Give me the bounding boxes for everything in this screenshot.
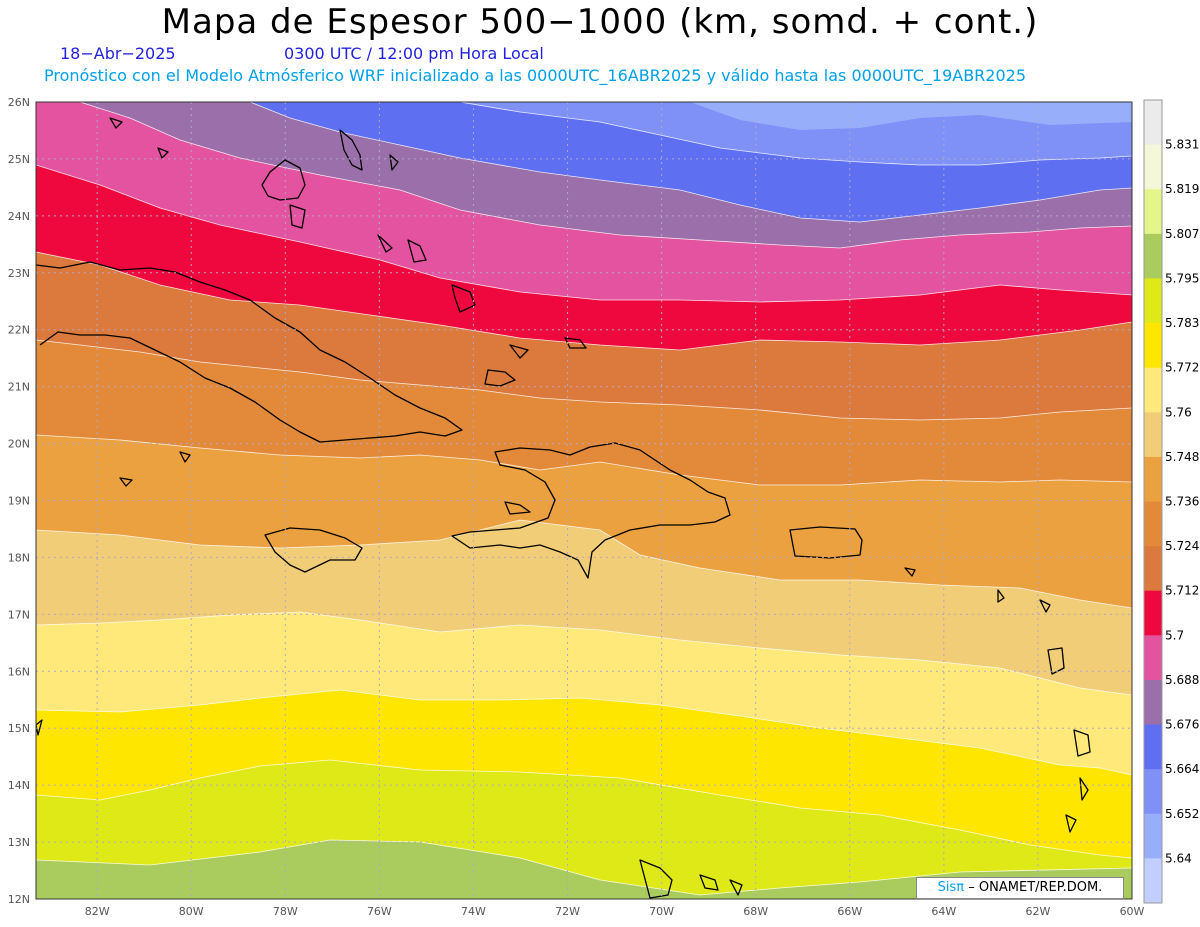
colorbar-swatch [1144, 501, 1162, 547]
colorbar-swatch [1144, 233, 1162, 279]
lon-label: 60W [1120, 905, 1145, 918]
lon-label: 72W [555, 905, 580, 918]
colorbar-label: 5.712 [1165, 584, 1199, 598]
colorbar-swatch [1144, 144, 1162, 190]
colorbar-swatch [1144, 813, 1162, 859]
lat-label: 16N [8, 665, 30, 678]
colorbar-swatch [1144, 635, 1162, 681]
jamaica-coast [264, 527, 363, 573]
colorbar-label: 5.688 [1165, 673, 1199, 687]
map-title: Mapa de Espesor 500−1000 (km, somd. + co… [161, 2, 1039, 42]
colorbar-label: 5.795 [1165, 271, 1199, 285]
colorbar-swatch [1144, 590, 1162, 636]
lon-label: 66W [837, 905, 862, 918]
colorbar-label: 5.724 [1165, 539, 1199, 553]
colorbar-swatch [1144, 367, 1162, 413]
lat-label: 26N [8, 96, 30, 109]
lon-label: 68W [743, 905, 768, 918]
colorbar-label: 5.783 [1165, 316, 1199, 330]
band-13 [460, 102, 1132, 165]
lat-label: 12N [8, 893, 30, 906]
colorbar-label: 5.772 [1165, 361, 1199, 375]
lon-label: 78W [273, 905, 298, 918]
colorbar-swatch [1144, 100, 1162, 146]
puerto-rico-coast [789, 526, 863, 559]
map-frame [35, 101, 1133, 900]
color-bar: 5.831 5.819 5.807 5.795 5.783 5.772 5.76 5.748 5… [1143, 99, 1199, 904]
credit-box: Sisπ – ONAMET/REP.DOM. [916, 877, 1124, 899]
lon-label: 62W [1025, 905, 1050, 918]
lat-label: 21N [8, 381, 30, 394]
latitude-labels: 26N 25N 24N 23N 22N 21N 20N 19N 18N 17N 16N 15N 14N 1… [8, 96, 30, 906]
lon-label: 76W [367, 905, 392, 918]
colorbar-label: 5.664 [1165, 762, 1199, 776]
colorbar-swatch [1144, 456, 1162, 502]
sispi-logo: Sisπ [937, 880, 965, 895]
andros-coast [261, 159, 306, 201]
coastlines [36, 117, 1091, 899]
lat-label: 18N [8, 551, 30, 564]
colorbar-swatch [1144, 769, 1162, 815]
colorbar-swatch [1144, 412, 1162, 458]
contour-lines [36, 102, 1132, 896]
cuba-coast [36, 261, 463, 443]
colorbar-swatch [1144, 679, 1162, 726]
colorbar-swatch [1144, 724, 1162, 770]
lon-label: 64W [931, 905, 956, 918]
lon-label: 80W [179, 905, 204, 918]
lon-label: 82W [85, 905, 110, 918]
colorbar-swatch [1144, 189, 1162, 235]
colorbar-label: 5.676 [1165, 718, 1199, 732]
lat-label: 24N [8, 210, 30, 223]
colorbar-label: 5.819 [1165, 182, 1199, 196]
lat-label: 25N [8, 153, 30, 166]
lat-label: 17N [8, 608, 30, 621]
colorbar-swatch [1144, 858, 1162, 904]
model-info: Pronóstico con el Modelo Atmósferico WRF… [44, 66, 1027, 85]
thickness-field [36, 102, 1132, 899]
colorbar-label: 5.736 [1165, 495, 1199, 509]
credit-organization: – ONAMET/REP.DOM. [968, 880, 1103, 895]
colorbar-label: 5.64 [1165, 851, 1192, 865]
colorbar-label: 5.652 [1165, 807, 1199, 821]
lat-label: 22N [8, 324, 30, 337]
colorbar-label: 5.76 [1165, 405, 1192, 419]
colorbar-label: 5.831 [1165, 138, 1199, 152]
longitude-labels: 82W 80W 78W 76W 74W 72W 70W 68W 66W 64W 62W 60W [85, 905, 1145, 918]
lat-label: 14N [8, 779, 30, 792]
hispaniola-coast [451, 442, 731, 579]
colorbar-label: 5.748 [1165, 450, 1199, 464]
forecast-date: 18−Abr−2025 [60, 44, 176, 63]
lat-label: 15N [8, 722, 30, 735]
lat-label: 13N [8, 836, 30, 849]
lat-label: 19N [8, 495, 30, 508]
colorbar-swatch [1144, 278, 1162, 324]
lon-label: 74W [461, 905, 486, 918]
forecast-time: 0300 UTC / 12:00 pm Hora Local [284, 44, 544, 63]
band-14 [690, 102, 1132, 130]
lat-label: 20N [8, 438, 30, 451]
colorbar-label: 5.7 [1165, 628, 1184, 642]
colorbar-label: 5.807 [1165, 227, 1199, 241]
lon-label: 70W [649, 905, 674, 918]
colorbar-swatch [1144, 323, 1162, 369]
colorbar-swatch [1144, 546, 1162, 592]
lat-label: 23N [8, 267, 30, 280]
colorbar-frame [1143, 99, 1163, 904]
